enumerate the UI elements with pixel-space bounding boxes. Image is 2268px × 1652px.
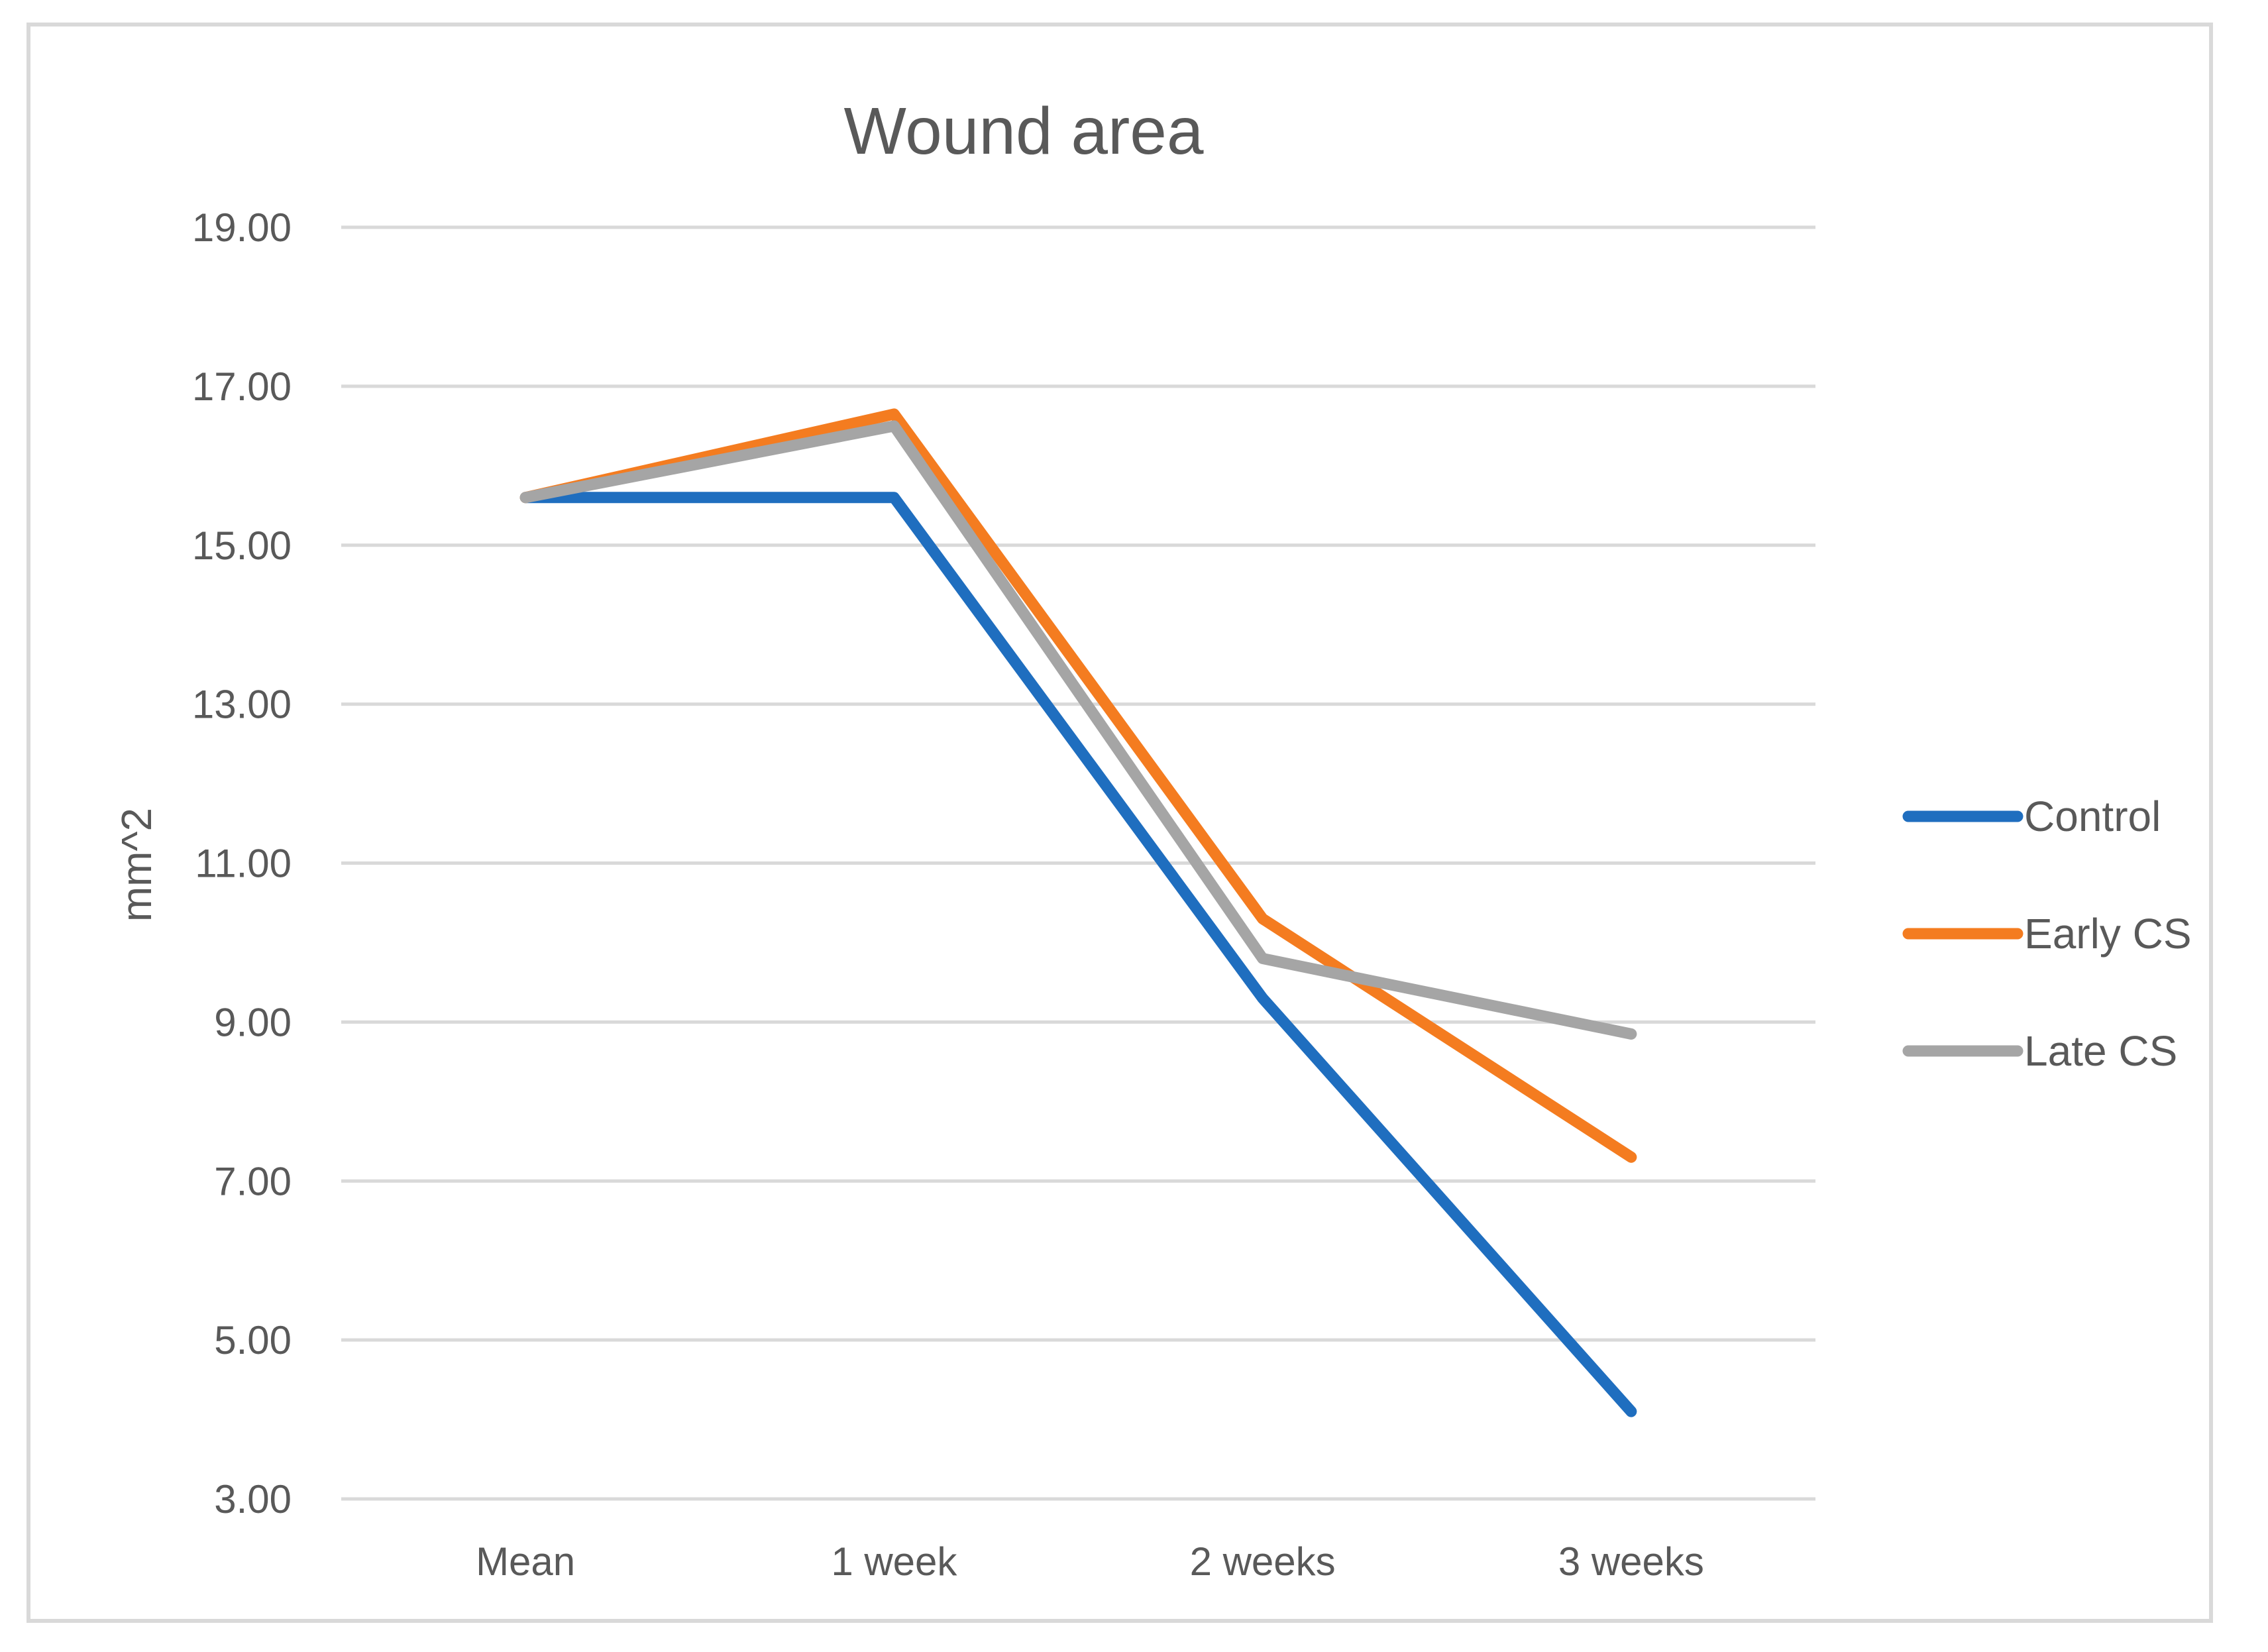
y-tick-label: 13.00 <box>192 683 292 727</box>
y-tick-label: 11.00 <box>195 842 292 886</box>
chart-frame <box>27 23 2213 1623</box>
gridlines <box>341 225 1815 1501</box>
legend: Control Early CS Late CS <box>1902 793 2192 1075</box>
y-tick-label: 19.00 <box>192 205 292 250</box>
y-tick-label: 9.00 <box>214 1000 292 1044</box>
series-line-early-cs <box>519 408 1637 1163</box>
x-tick-label: 3 weeks <box>1558 1539 1704 1584</box>
series-line-control <box>519 492 1637 1417</box>
x-tick-label: Mean <box>476 1539 575 1584</box>
legend-label: Control <box>2024 793 2161 840</box>
x-tick-label: 1 week <box>831 1539 957 1584</box>
y-tick-label: 15.00 <box>192 523 292 568</box>
legend-label: Early CS <box>2024 910 2192 958</box>
y-tick-label: 7.00 <box>214 1159 292 1203</box>
series-lines <box>519 408 1637 1417</box>
y-tick-label: 17.00 <box>192 364 292 409</box>
series-line-late-cs <box>519 420 1637 1040</box>
y-axis-title: mm^2 <box>113 808 160 922</box>
y-tick-label: 3.00 <box>214 1477 292 1521</box>
chart-title: Wound area <box>844 94 1204 168</box>
y-tick-label: 5.00 <box>214 1318 292 1362</box>
x-axis-ticks: Mean 1 week 2 weeks 3 weeks <box>476 1539 1704 1584</box>
legend-label: Late CS <box>2024 1027 2177 1075</box>
x-tick-label: 2 weeks <box>1190 1539 1336 1584</box>
y-axis-ticks: 3.00 5.00 7.00 9.00 11.00 13.00 15.00 17.00 19.0… <box>192 205 292 1521</box>
